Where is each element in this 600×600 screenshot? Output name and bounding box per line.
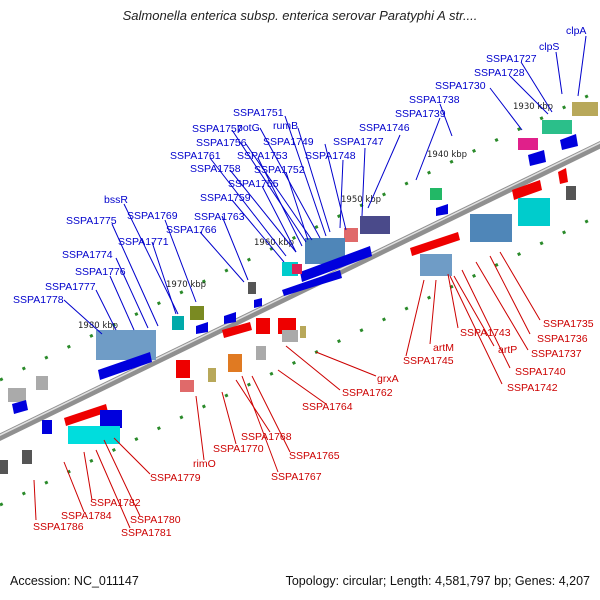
gene-label-lower: SSPA1736 [537,333,588,345]
gene-label-upper: SSPA1776 [75,266,126,278]
gene-label-upper: SSPA1753 [237,150,288,162]
gene-label-lower: SSPA1743 [460,327,511,339]
gene-label-lower: SSPA1781 [121,527,172,539]
gene-label-upper: SSPA1759 [200,192,251,204]
gene-label-upper: SSPA1749 [263,136,314,148]
gene-label-upper: SSPA1766 [166,224,217,236]
kbp-tick: 1950 kbp [341,195,381,205]
gene-label-upper: SSPA1727 [486,53,537,65]
kbp-tick: 1980 kbp [78,321,118,331]
gene-label-upper: SSPA1747 [333,136,384,148]
upper-leader-lines [63,35,587,335]
gene-label-lower: SSPA1737 [531,348,582,360]
gene-label-lower: artM [433,342,454,354]
gene-label-upper: SSPA1774 [62,249,113,261]
gene-label-lower: artP [498,344,517,356]
gene-label-upper: SSPA1756 [196,137,247,149]
gene-label-lower: rimO [193,458,216,470]
gene-label-lower: SSPA1768 [241,431,292,443]
kbp-ticks: 1930 kbp 1940 kbp 1950 kbp 1960 kbp 1970… [78,102,553,331]
gene-label-lower: SSPA1780 [130,514,181,526]
gene-label-upper: SSPA1755 [228,178,279,190]
gene-label-upper: SSPA1748 [305,150,356,162]
gene-label-upper: SSPA1752 [254,164,305,176]
gene-label-upper: SSPA1730 [435,80,486,92]
upper-gene-features [8,102,598,414]
gene-label-upper: SSPA1738 [409,94,460,106]
kbp-tick: 1940 kbp [427,150,467,160]
kbp-tick: 1930 kbp [513,102,553,112]
gene-label-lower: SSPA1735 [543,318,594,330]
gene-label-upper: clpA [566,25,586,37]
gene-label-lower: SSPA1765 [289,450,340,462]
gene-label-lower: SSPA1784 [61,510,112,522]
gene-label-lower: SSPA1786 [33,521,84,533]
genome-info-text: Topology: circular; Length: 4,581,797 bp… [285,574,590,588]
gene-label-upper: SSPA1761 [170,150,221,162]
gene-label-lower: SSPA1782 [90,497,141,509]
gene-label-lower: SSPA1742 [507,382,558,394]
gene-label-lower: SSPA1770 [213,443,264,455]
lower-labels: SSPA1735 SSPA1736 SSPA1737 SSPA1740 SSPA… [33,318,594,539]
gene-label-upper: SSPA1728 [474,67,525,79]
gene-label-lower: grxA [377,373,399,385]
kbp-tick: 1970 kbp [166,280,206,290]
gene-label-lower: SSPA1779 [150,472,201,484]
gene-label-lower: SSPA1745 [403,355,454,367]
gene-label-upper: clpS [539,41,559,53]
kbp-tick: 1960 kbp [254,238,294,248]
gene-label-upper: potG [237,122,260,134]
gene-label-upper: SSPA1739 [395,108,446,120]
gene-label-upper: SSPA1758 [190,163,241,175]
gene-label-lower: SSPA1767 [271,471,322,483]
gene-label-upper: SSPA1778 [13,294,64,306]
map-title: Salmonella enterica subsp. enterica sero… [122,8,478,23]
gene-label-upper: rumB [273,120,298,132]
gene-label-upper: bssR [104,194,128,206]
gene-label-lower: SSPA1740 [515,366,566,378]
lower-leader-lines [33,251,541,529]
lower-gene-features [0,168,576,474]
upper-labels: clpA clpS SSPA1727 SSPA1728 SSPA1730 SSP… [13,25,586,306]
accession-text: Accession: NC_011147 [10,574,139,588]
gene-label-lower: SSPA1762 [342,387,393,399]
gene-label-upper: SSPA1751 [233,107,284,119]
gene-label-upper: SSPA1777 [45,281,96,293]
gene-label-upper: SSPA1763 [194,211,245,223]
gene-label-upper: SSPA1769 [127,210,178,222]
gene-label-upper: SSPA1771 [118,236,169,248]
gene-label-upper: SSPA1775 [66,215,117,227]
gene-label-lower: SSPA1764 [302,401,353,413]
gene-label-upper: SSPA1746 [359,122,410,134]
gene-label-upper: SSPA1757 [192,123,243,135]
